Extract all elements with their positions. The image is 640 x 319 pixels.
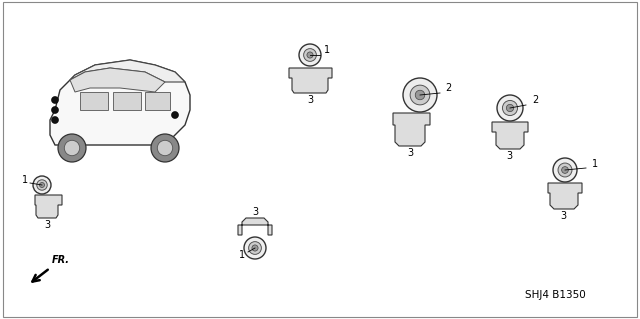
Text: 2: 2 bbox=[445, 83, 451, 93]
Polygon shape bbox=[492, 122, 528, 149]
Circle shape bbox=[307, 52, 313, 58]
Bar bbox=[80, 92, 108, 110]
Circle shape bbox=[248, 241, 261, 254]
Text: 3: 3 bbox=[44, 220, 50, 230]
Polygon shape bbox=[238, 218, 272, 235]
Text: 1: 1 bbox=[22, 175, 28, 185]
Text: FR.: FR. bbox=[52, 255, 70, 265]
Text: 1: 1 bbox=[592, 159, 598, 169]
Text: 3: 3 bbox=[407, 148, 413, 158]
Circle shape bbox=[558, 163, 572, 177]
Circle shape bbox=[562, 167, 568, 173]
Text: 1: 1 bbox=[239, 250, 245, 260]
Circle shape bbox=[36, 180, 47, 190]
Circle shape bbox=[64, 140, 80, 156]
Circle shape bbox=[299, 44, 321, 66]
Text: 3: 3 bbox=[252, 207, 258, 217]
Polygon shape bbox=[35, 195, 62, 218]
Circle shape bbox=[157, 140, 173, 156]
Polygon shape bbox=[289, 68, 332, 93]
Bar bbox=[113, 92, 141, 110]
Circle shape bbox=[58, 134, 86, 162]
Polygon shape bbox=[50, 60, 190, 145]
Bar bbox=[145, 92, 170, 110]
Circle shape bbox=[244, 237, 266, 259]
Circle shape bbox=[415, 90, 425, 100]
Circle shape bbox=[553, 158, 577, 182]
Circle shape bbox=[40, 182, 45, 188]
Text: 3: 3 bbox=[506, 151, 512, 161]
Text: 2: 2 bbox=[532, 95, 538, 105]
Polygon shape bbox=[70, 68, 165, 92]
Circle shape bbox=[403, 78, 437, 112]
Circle shape bbox=[252, 245, 258, 251]
Circle shape bbox=[410, 85, 430, 105]
Text: 3: 3 bbox=[560, 211, 566, 221]
Circle shape bbox=[51, 116, 58, 123]
Circle shape bbox=[497, 95, 523, 121]
Text: 3: 3 bbox=[307, 95, 313, 105]
Circle shape bbox=[502, 100, 518, 115]
Text: SHJ4 B1350: SHJ4 B1350 bbox=[525, 290, 586, 300]
Polygon shape bbox=[70, 60, 185, 82]
Circle shape bbox=[51, 107, 58, 114]
Circle shape bbox=[506, 104, 514, 112]
Circle shape bbox=[151, 134, 179, 162]
Polygon shape bbox=[548, 183, 582, 209]
Circle shape bbox=[303, 48, 316, 61]
Circle shape bbox=[33, 176, 51, 194]
Polygon shape bbox=[393, 113, 430, 146]
Text: 1: 1 bbox=[324, 45, 330, 55]
Circle shape bbox=[51, 97, 58, 103]
Circle shape bbox=[172, 112, 179, 118]
